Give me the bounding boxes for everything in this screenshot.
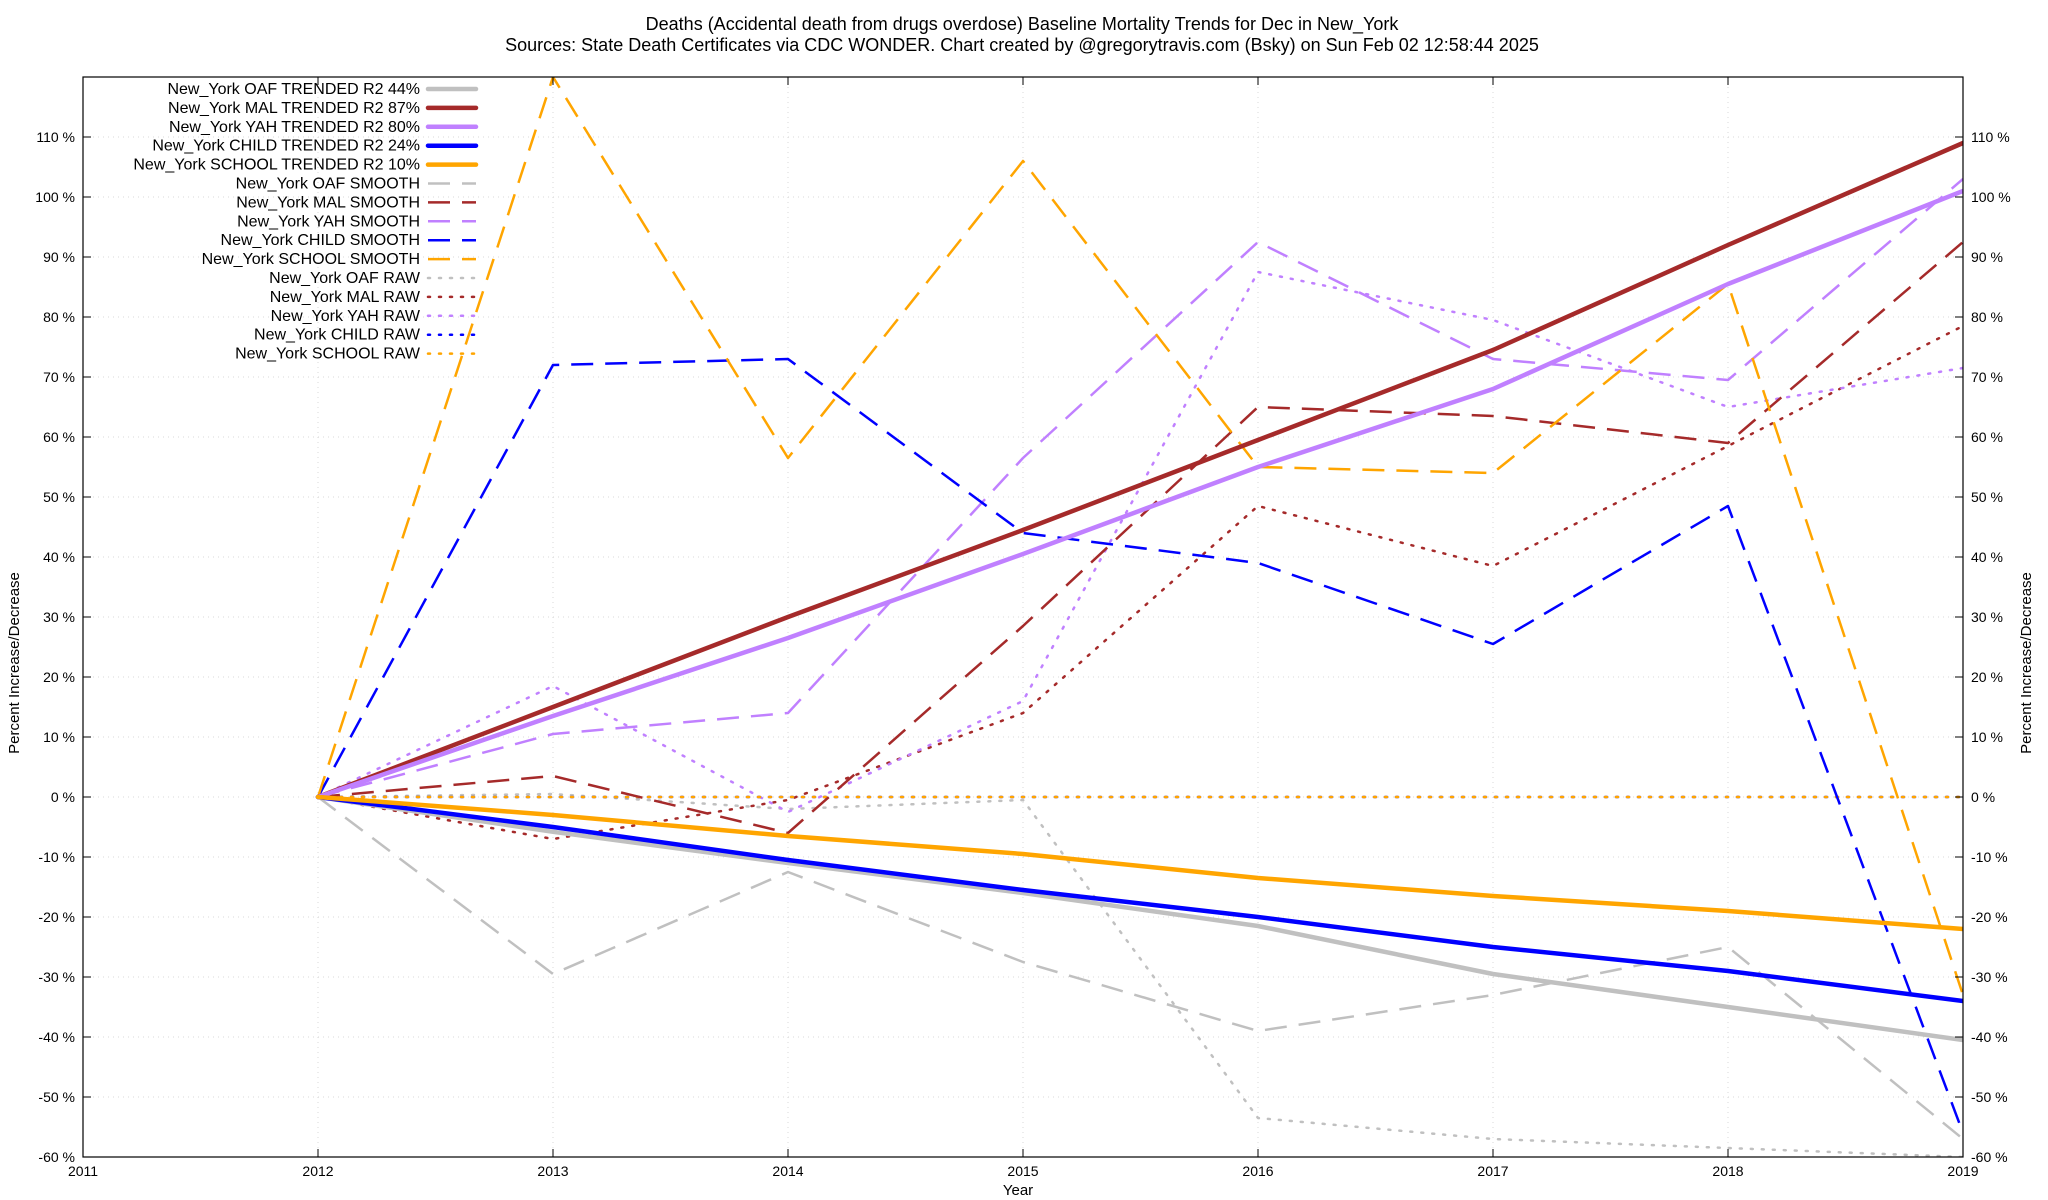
y-tick-label-left: -20 % bbox=[38, 909, 75, 925]
y-tick-label-right: -40 % bbox=[1971, 1029, 2008, 1045]
x-tick-label: 2019 bbox=[1947, 1163, 1978, 1179]
legend-label: New_York MAL RAW bbox=[270, 289, 421, 306]
legend-label: New_York CHILD SMOOTH bbox=[221, 232, 420, 249]
legend-label: New_York SCHOOL RAW bbox=[235, 346, 421, 363]
legend-label: New_York CHILD TRENDED R2 24% bbox=[152, 138, 420, 155]
y-tick-label-left: 20 % bbox=[43, 669, 75, 685]
legend-label: New_York SCHOOL TRENDED R2 10% bbox=[133, 157, 420, 174]
y-tick-label-right: -60 % bbox=[1971, 1149, 2008, 1165]
chart-title: Deaths (Accidental death from drugs over… bbox=[646, 14, 1400, 35]
y-tick-label-left: 40 % bbox=[43, 549, 75, 565]
legend-label: New_York SCHOOL SMOOTH bbox=[202, 251, 420, 268]
y-axis-label-right: Percent Increase/Decrease bbox=[2018, 572, 2035, 754]
y-tick-label-left: 80 % bbox=[43, 309, 75, 325]
x-tick-label: 2016 bbox=[1242, 1163, 1273, 1179]
y-tick-label-left: 70 % bbox=[43, 369, 75, 385]
series-line-11 bbox=[316, 324, 1963, 841]
series-line-12 bbox=[316, 270, 1963, 814]
y-tick-label-right: 40 % bbox=[1971, 549, 2003, 565]
y-tick-label-left: 100 % bbox=[35, 189, 75, 205]
y-tick-label-right: -50 % bbox=[1971, 1089, 2008, 1105]
y-tick-label-left: 60 % bbox=[43, 429, 75, 445]
x-tick-label: 2013 bbox=[537, 1163, 568, 1179]
y-tick-label-right: -30 % bbox=[1971, 969, 2008, 985]
legend-label: New_York OAF RAW bbox=[269, 270, 421, 287]
legend-label: New_York OAF TRENDED R2 44% bbox=[167, 81, 420, 98]
x-tick-label: 2011 bbox=[68, 1163, 98, 1179]
ticks: 2011 2012 2013 2014 2015 2016 2017 2018 2019-60 … bbox=[35, 77, 2011, 1179]
series-layer bbox=[315, 77, 1963, 1157]
y-tick-label-left: -60 % bbox=[38, 1149, 75, 1165]
x-tick-label: 2018 bbox=[1712, 1163, 1743, 1179]
y-tick-label-right: 80 % bbox=[1971, 309, 2003, 325]
series-line-7 bbox=[317, 178, 1963, 799]
x-tick-label: 2014 bbox=[772, 1163, 803, 1179]
series-line-8 bbox=[316, 357, 1963, 1134]
series-line-5 bbox=[317, 796, 1963, 1140]
y-tick-label-right: 50 % bbox=[1971, 489, 2003, 505]
x-tick-label: 2012 bbox=[302, 1163, 333, 1179]
x-tick-label: 2017 bbox=[1477, 1163, 1508, 1179]
y-tick-label-left: -40 % bbox=[38, 1029, 75, 1045]
y-tick-label-right: 100 % bbox=[1971, 189, 2011, 205]
x-axis-label: Year bbox=[1003, 1182, 1033, 1199]
series-line-2 bbox=[315, 188, 1963, 800]
y-tick-label-right: -20 % bbox=[1971, 909, 2008, 925]
x-tick-label: 2015 bbox=[1007, 1163, 1038, 1179]
y-tick-label-left: -50 % bbox=[38, 1089, 75, 1105]
y-tick-label-left: 50 % bbox=[43, 489, 75, 505]
chart-subtitle: Sources: State Death Certificates via CD… bbox=[505, 35, 1539, 55]
y-tick-label-right: 110 % bbox=[1971, 129, 2010, 145]
series-line-9 bbox=[316, 77, 1963, 996]
series-line-10 bbox=[316, 792, 1963, 1157]
legend-label: New_York YAH RAW bbox=[271, 308, 421, 325]
y-tick-label-right: 0 % bbox=[1971, 789, 1995, 805]
y-tick-label-right: 60 % bbox=[1971, 429, 2003, 445]
y-tick-label-right: 90 % bbox=[1971, 249, 2003, 265]
legend-label: New_York MAL TRENDED R2 87% bbox=[168, 100, 420, 117]
y-tick-label-right: 30 % bbox=[1971, 609, 2003, 625]
legend-label: New_York MAL SMOOTH bbox=[236, 194, 420, 211]
legend: New_York OAF TRENDED R2 44% New_York MAL … bbox=[133, 81, 479, 363]
y-tick-label-left: 10 % bbox=[43, 729, 75, 745]
y-tick-label-left: -10 % bbox=[38, 849, 75, 865]
series-line-3 bbox=[315, 794, 1963, 1004]
legend-label: New_York YAH SMOOTH bbox=[237, 213, 420, 230]
series-line-1 bbox=[315, 140, 1963, 800]
legend-label: New_York YAH TRENDED R2 80% bbox=[169, 119, 420, 136]
y-tick-label-right: 70 % bbox=[1971, 369, 2003, 385]
legend-label: New_York CHILD RAW bbox=[254, 327, 421, 344]
series-line-6 bbox=[317, 241, 1963, 835]
y-axis-label-left: Percent Increase/Decrease bbox=[6, 572, 23, 754]
y-tick-label-left: 30 % bbox=[43, 609, 75, 625]
y-tick-label-right: -10 % bbox=[1971, 849, 2008, 865]
series-line-4 bbox=[315, 794, 1963, 932]
y-tick-label-left: 0 % bbox=[51, 789, 75, 805]
y-tick-label-left: 110 % bbox=[36, 129, 75, 145]
y-tick-label-left: 90 % bbox=[43, 249, 75, 265]
series-line-0 bbox=[315, 794, 1963, 1043]
y-tick-label-right: 20 % bbox=[1971, 669, 2003, 685]
y-tick-label-right: 10 % bbox=[1971, 729, 2003, 745]
y-tick-label-left: -30 % bbox=[38, 969, 75, 985]
legend-label: New_York OAF SMOOTH bbox=[236, 176, 420, 193]
